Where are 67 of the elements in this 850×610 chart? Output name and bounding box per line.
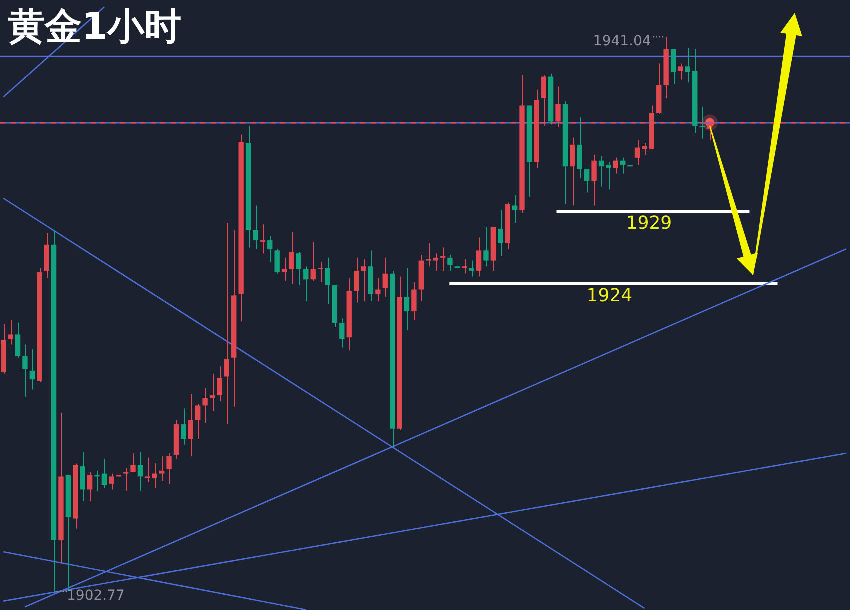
candlestick xyxy=(188,394,194,457)
candlestick xyxy=(102,458,108,489)
ref-line-label: 1924 xyxy=(586,286,633,307)
candlestick xyxy=(570,137,576,206)
candlestick xyxy=(289,231,294,284)
candlestick xyxy=(274,248,280,274)
candlestick xyxy=(512,195,518,224)
candlestick xyxy=(476,237,482,278)
candlestick xyxy=(606,162,612,190)
candlestick xyxy=(138,452,144,492)
candlestick xyxy=(700,106,705,140)
candlestick xyxy=(382,257,388,298)
chart-title: 黄金1小时 xyxy=(8,5,182,49)
candlestick xyxy=(613,157,618,174)
candlestick xyxy=(130,453,136,473)
candlestick xyxy=(217,366,222,402)
candlestick xyxy=(462,258,468,274)
candlestick xyxy=(80,452,86,502)
candlestick xyxy=(376,278,381,302)
candlestick xyxy=(15,322,21,358)
candlestick xyxy=(325,257,330,305)
candlestick xyxy=(670,48,676,85)
candlestick xyxy=(181,408,186,446)
candlestick xyxy=(433,253,438,272)
candlestick xyxy=(123,468,129,492)
candlestick xyxy=(253,205,258,250)
candlestick xyxy=(8,320,14,346)
candlestick xyxy=(318,262,324,284)
candlestick xyxy=(310,241,316,282)
candlestick xyxy=(260,224,266,254)
candlestick xyxy=(30,348,36,390)
candlestick xyxy=(642,142,648,156)
candlestick xyxy=(361,258,366,302)
candlestick xyxy=(592,154,597,206)
candlestick xyxy=(166,453,172,484)
annotation: 1941.04 xyxy=(593,34,652,50)
candlestick xyxy=(584,169,590,194)
candlestick xyxy=(159,456,165,482)
candlestick xyxy=(340,318,345,348)
candlestick xyxy=(268,236,273,263)
candlestick xyxy=(634,140,640,166)
candlestick xyxy=(304,266,309,302)
candlestick xyxy=(404,268,410,331)
candlestick xyxy=(598,156,604,188)
candlestick xyxy=(678,63,684,80)
candlestick xyxy=(354,257,360,304)
ref-line-label: 1929 xyxy=(626,213,672,234)
candlestick xyxy=(484,226,489,268)
candlestick xyxy=(210,373,216,412)
candlestick xyxy=(87,472,93,502)
candlestick xyxy=(224,222,230,426)
candlestick xyxy=(145,457,150,483)
annotation: 1902.77 xyxy=(67,588,125,604)
candlestick xyxy=(440,247,446,272)
candlestick xyxy=(202,388,208,424)
candlestick xyxy=(426,242,432,268)
candlestick xyxy=(282,257,288,282)
candlestick xyxy=(22,344,28,398)
candlestick xyxy=(469,260,474,278)
candlestick xyxy=(196,404,201,440)
candlestick xyxy=(296,252,302,286)
candlestick xyxy=(412,282,417,321)
candlestick xyxy=(94,470,100,492)
candlestick xyxy=(685,47,691,84)
candlestick xyxy=(498,210,504,257)
candlestick xyxy=(448,254,453,272)
candlestick xyxy=(109,473,114,490)
